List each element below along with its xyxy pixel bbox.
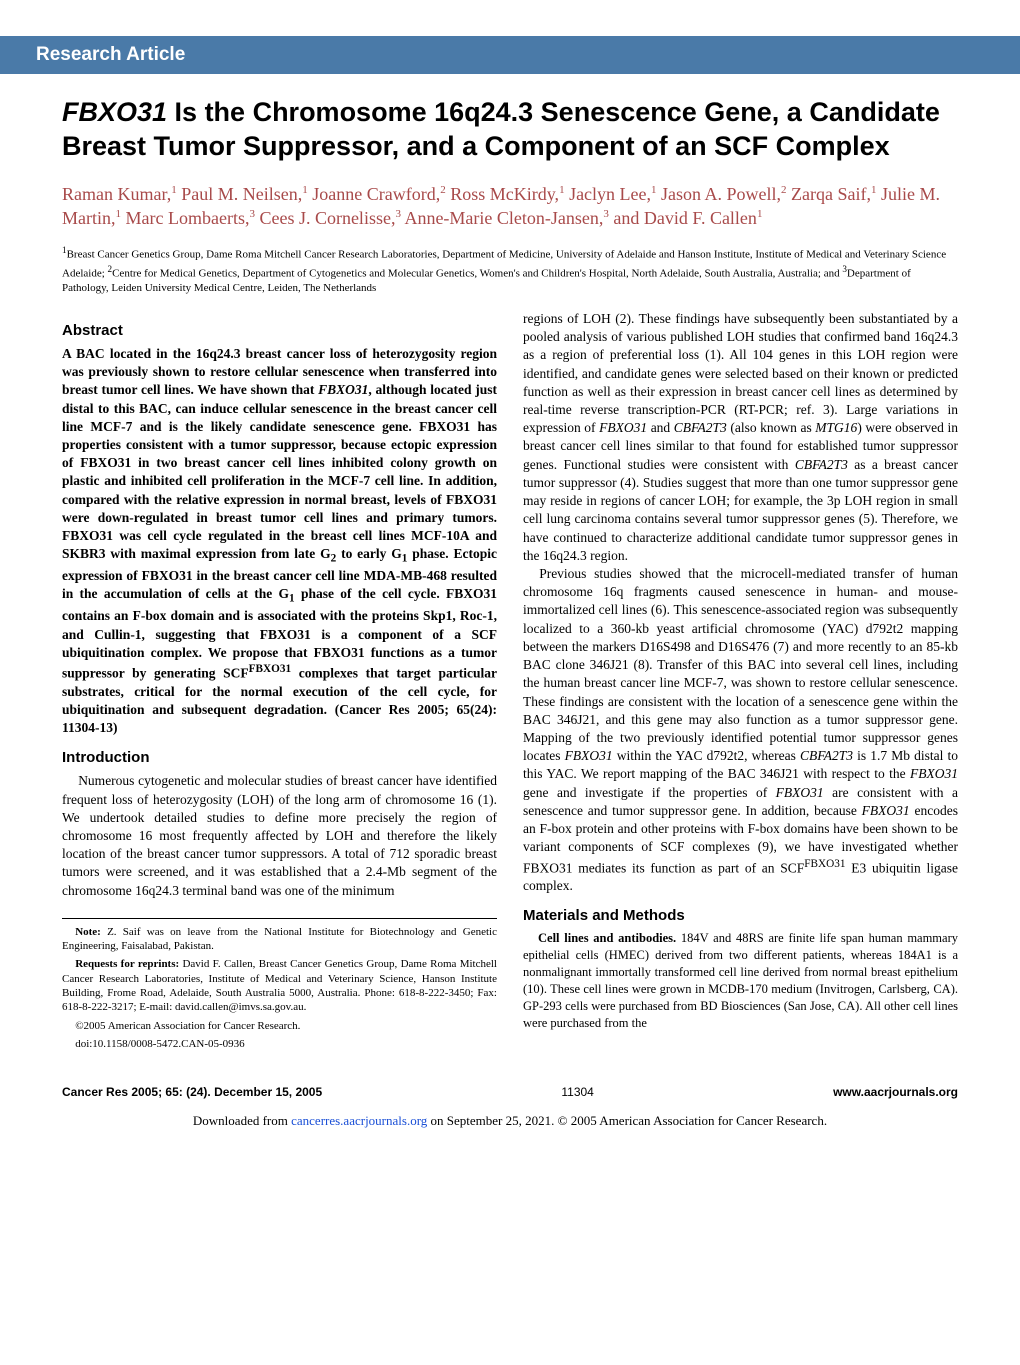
right-column-text: regions of LOH (2). These findings have … — [523, 310, 958, 896]
footer-left: Cancer Res 2005; 65: (24). December 15, … — [62, 1085, 322, 1099]
abstract-text: A BAC located in the 16q24.3 breast canc… — [62, 345, 497, 737]
right-column: regions of LOH (2). These findings have … — [523, 310, 958, 1055]
intro-paragraph-1: Numerous cytogenetic and molecular studi… — [62, 772, 497, 900]
article-title: FBXO31 Is the Chromosome 16q24.3 Senesce… — [62, 96, 958, 164]
page: Research Article FBXO31 Is the Chromosom… — [0, 36, 1020, 1151]
abstract-heading: Abstract — [62, 322, 497, 339]
page-content: FBXO31 Is the Chromosome 16q24.3 Senesce… — [0, 74, 1020, 1055]
footer-right: www.aacrjournals.org — [833, 1085, 958, 1099]
page-footer: Cancer Res 2005; 65: (24). December 15, … — [0, 1075, 1020, 1105]
left-column: Abstract A BAC located in the 16q24.3 br… — [62, 310, 497, 1055]
footnote-copyright: ©2005 American Association for Cancer Re… — [62, 1019, 497, 1033]
introduction-text: Numerous cytogenetic and molecular studi… — [62, 772, 497, 900]
author-list: Raman Kumar,1 Paul M. Neilsen,1 Joanne C… — [62, 182, 958, 231]
materials-heading: Materials and Methods — [523, 907, 958, 924]
two-column-layout: Abstract A BAC located in the 16q24.3 br… — [62, 310, 958, 1055]
download-note: Downloaded from cancerres.aacrjournals.o… — [0, 1105, 1020, 1151]
right-paragraph-1: regions of LOH (2). These findings have … — [523, 310, 958, 565]
footnote-note: Note: Z. Saif was on leave from the Nati… — [62, 925, 497, 954]
materials-paragraph-1: Cell lines and antibodies. 184V and 48RS… — [523, 930, 958, 1031]
section-header-label: Research Article — [36, 44, 185, 65]
materials-text: Cell lines and antibodies. 184V and 48RS… — [523, 930, 958, 1031]
affiliations: 1Breast Cancer Genetics Group, Dame Roma… — [62, 244, 958, 296]
right-paragraph-2: Previous studies showed that the microce… — [523, 565, 958, 895]
section-header-bar: Research Article — [0, 36, 1020, 74]
footnote-doi: doi:10.1158/0008-5472.CAN-05-0936 — [62, 1037, 497, 1051]
footer-page-number: 11304 — [561, 1085, 593, 1099]
introduction-heading: Introduction — [62, 749, 497, 766]
footnote-reprints: Requests for reprints: David F. Callen, … — [62, 957, 497, 1014]
footnote-block: Note: Z. Saif was on leave from the Nati… — [62, 918, 497, 1051]
